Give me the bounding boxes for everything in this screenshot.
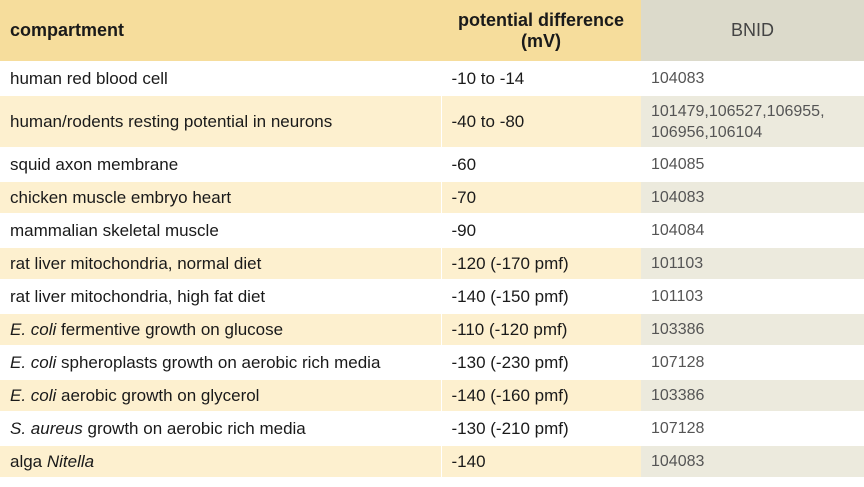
compartment-header: compartment	[0, 0, 441, 63]
compartment-text: human/rodents resting potential in neuro…	[10, 111, 333, 131]
compartment-text: spheroplasts growth on aerobic rich medi…	[56, 352, 381, 372]
bnid-cell: 107128	[641, 412, 864, 446]
potential-cell: -120 (-170 pmf)	[441, 247, 641, 281]
compartment-text: human red blood cell	[10, 68, 168, 88]
compartment-cell: mammalian skeletal muscle	[0, 214, 442, 248]
table-row: chicken muscle embryo heart -70 104083	[0, 181, 864, 215]
potential-cell: -70	[441, 181, 641, 215]
bnid-cell: 104085	[641, 148, 864, 182]
compartment-cell: alga Nitella	[0, 445, 442, 479]
organism-name: E. coli	[10, 319, 57, 339]
compartment-text: fermentive growth on glucose	[56, 319, 284, 339]
bnid-cell: 101103	[641, 247, 864, 281]
table-row: alga Nitella -140 104083	[0, 445, 864, 479]
compartment-text: rat liver mitochondria, normal diet	[10, 253, 262, 273]
bnid-cell: 103386	[641, 379, 864, 413]
header-row: compartment potential difference (mV) BN…	[0, 0, 864, 63]
potential-cell: -90	[441, 214, 641, 248]
table-row: E. coli fermentive growth on glucose -11…	[0, 313, 864, 347]
potential-cell: -10 to -14	[441, 62, 641, 96]
bnid-cell: 103386	[641, 313, 864, 347]
bnid-cell: 101103	[641, 280, 864, 314]
table-row: rat liver mitochondria, normal diet -120…	[0, 247, 864, 281]
table-row: human/rodents resting potential in neuro…	[0, 95, 864, 149]
table-row: human red blood cell -10 to -14 104083	[0, 62, 864, 96]
compartment-text: growth on aerobic rich media	[82, 418, 306, 438]
potential-cell: -110 (-120 pmf)	[441, 313, 641, 347]
table-row: E. coli aerobic growth on glycerol -140 …	[0, 379, 864, 413]
potential-header-line2: (mV)	[521, 30, 561, 51]
bnid-cell: 104083	[641, 445, 864, 479]
bnid-header: BNID	[641, 0, 864, 63]
compartment-cell: chicken muscle embryo heart	[0, 181, 442, 215]
bnid-cell: 104083	[641, 181, 864, 215]
bnid-cell: 104084	[641, 214, 864, 248]
bnid-line1: 101479,106527,106955,	[651, 102, 825, 120]
compartment-cell: human/rodents resting potential in neuro…	[0, 95, 442, 149]
table-row: rat liver mitochondria, high fat diet -1…	[0, 280, 864, 314]
potential-cell: -130 (-210 pmf)	[441, 412, 641, 446]
compartment-cell: E. coli spheroplasts growth on aerobic r…	[0, 346, 442, 380]
compartment-text: aerobic growth on glycerol	[56, 385, 260, 405]
bnid-cell: 101479,106527,106955, 106956,106104	[641, 95, 864, 149]
table-row: S. aureus growth on aerobic rich media -…	[0, 412, 864, 446]
bnid-line2: 106956,106104	[651, 123, 763, 141]
compartment-text: mammalian skeletal muscle	[10, 220, 219, 240]
compartment-cell: S. aureus growth on aerobic rich media	[0, 412, 442, 446]
compartment-prefix: alga	[10, 451, 47, 471]
compartment-text: chicken muscle embryo heart	[10, 187, 232, 207]
compartment-cell: human red blood cell	[0, 62, 442, 96]
compartment-cell: rat liver mitochondria, high fat diet	[0, 280, 442, 314]
potential-header-line1: potential difference	[457, 9, 625, 30]
organism-name: S. aureus	[10, 418, 83, 438]
potential-cell: -140 (-160 pmf)	[441, 379, 641, 413]
organism-name: E. coli	[10, 352, 57, 372]
table-row: E. coli spheroplasts growth on aerobic r…	[0, 346, 864, 380]
organism-name: Nitella	[46, 451, 95, 471]
compartment-text: rat liver mitochondria, high fat diet	[10, 286, 266, 306]
compartment-text: squid axon membrane	[10, 154, 179, 174]
bnid-cell: 104083	[641, 62, 864, 96]
potential-cell: -140	[441, 445, 641, 479]
potential-cell: -140 (-150 pmf)	[441, 280, 641, 314]
organism-name: E. coli	[10, 385, 57, 405]
table-row: mammalian skeletal muscle -90 104084	[0, 214, 864, 248]
compartment-cell: E. coli fermentive growth on glucose	[0, 313, 442, 347]
potential-cell: -40 to -80	[441, 95, 641, 149]
compartment-cell: E. coli aerobic growth on glycerol	[0, 379, 442, 413]
compartment-cell: rat liver mitochondria, normal diet	[0, 247, 442, 281]
bnid-cell: 107128	[641, 346, 864, 380]
potential-cell: -130 (-230 pmf)	[441, 346, 641, 380]
potential-header: potential difference (mV)	[441, 0, 641, 63]
compartment-cell: squid axon membrane	[0, 148, 442, 182]
potential-cell: -60	[441, 148, 641, 182]
table-row: squid axon membrane -60 104085	[0, 148, 864, 182]
